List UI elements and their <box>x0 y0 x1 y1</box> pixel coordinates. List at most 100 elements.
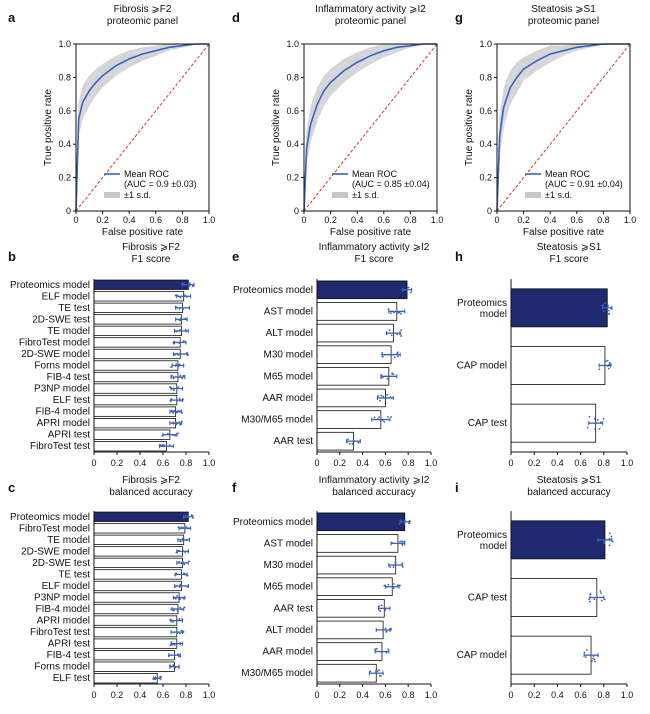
cv-dot <box>190 514 193 517</box>
category-label: FibroTest test <box>30 627 90 638</box>
panel-letter-g: g <box>455 10 463 25</box>
cv-dot <box>183 340 185 342</box>
x-tick-label: 0 <box>91 690 96 700</box>
category-label: APRI test <box>48 639 90 650</box>
bar <box>93 418 177 429</box>
bar <box>93 523 186 534</box>
x-tick-label: 0.4 <box>551 458 564 468</box>
x-tick-label: 0.2 <box>334 690 347 700</box>
x-tick-label: 1.0 <box>203 690 216 700</box>
x-tick-label: 0.6 <box>571 215 584 225</box>
x-tick-label: 0.4 <box>551 690 564 700</box>
category-label: FIB-4 model <box>36 604 90 615</box>
category-label: FibroTest model <box>19 337 90 348</box>
legend-auc: (AUC = 0.85 ±0.04) <box>352 179 430 189</box>
y-tick-label: 0.4 <box>58 139 71 149</box>
category-label: AAR test <box>274 436 314 447</box>
chart-title: Steatosis ⩾S1 <box>537 475 602 486</box>
cv-dot <box>401 544 404 547</box>
x-tick-label: 0.4 <box>123 215 136 225</box>
x-tick-label: 1.0 <box>431 215 444 225</box>
category-label: FIB-4 model <box>36 407 90 418</box>
category-label: AAR test <box>274 603 314 614</box>
y-tick-label: 1.0 <box>58 39 71 49</box>
bar <box>93 569 182 580</box>
cv-dot <box>610 535 613 538</box>
panel-letter-b: b <box>8 249 16 264</box>
bar <box>316 388 386 408</box>
bar <box>93 394 178 406</box>
bar <box>510 578 598 617</box>
x-tick-label: 0.6 <box>379 690 392 700</box>
category-label: 2D-SWE model <box>21 546 90 557</box>
legend-auc: (AUC = 0.91 ±0.04) <box>545 179 623 189</box>
cv-dot <box>397 312 400 314</box>
category-label: P3NP model <box>34 593 90 604</box>
cv-dot <box>594 660 596 663</box>
category-label: Forns model <box>34 361 90 372</box>
cv-dot <box>185 526 188 529</box>
y-tick-label: 0 <box>487 206 492 216</box>
x-tick-label: 0 <box>91 458 96 468</box>
cv-fold-curve <box>75 43 209 212</box>
legend-auc: (AUC = 0.9 ±0.03) <box>124 179 197 189</box>
category-label: TE model <box>47 326 90 337</box>
cv-dot <box>179 423 182 426</box>
panel-letter-c: c <box>8 480 15 495</box>
chart-subtitle: balanced accuracy <box>109 487 192 498</box>
category-label: CAP test <box>468 418 507 429</box>
cv-dot <box>390 312 392 315</box>
x-tick-label: 0.4 <box>134 458 147 468</box>
panel-letter-a: a <box>8 10 16 25</box>
cv-dot <box>588 415 591 418</box>
cv-dot <box>602 304 605 307</box>
cv-dot <box>166 432 169 435</box>
panel-letter-e: e <box>232 249 239 264</box>
chart-title: Fibrosis ⩾F2 <box>122 242 180 253</box>
y-tick-label: 0 <box>66 206 71 216</box>
cv-dot <box>174 597 177 600</box>
cv-fold-curve <box>303 43 437 212</box>
x-tick-label: 0.2 <box>528 458 541 468</box>
cv-dot <box>600 592 602 595</box>
x-tick-label: 0.8 <box>597 215 610 225</box>
chart-subtitle: proteomic panel <box>335 16 406 27</box>
x-tick-label: 1.0 <box>425 458 438 468</box>
x-tick-label: 0 <box>494 215 499 225</box>
x-tick-label: 0.8 <box>176 215 189 225</box>
cv-dot <box>357 441 360 444</box>
cv-dot <box>388 329 391 332</box>
cv-dot <box>386 393 389 396</box>
chart-title: Inflammatory activity ⩾I2 <box>319 475 430 486</box>
cv-dot <box>175 363 178 366</box>
bar <box>93 314 182 325</box>
cv-dot <box>375 647 378 650</box>
category-label-line: model <box>480 309 507 320</box>
category-label: M30 model <box>264 350 313 361</box>
x-tick-label: 0.4 <box>356 690 369 700</box>
cv-dot <box>593 598 596 601</box>
sd-band <box>304 44 437 211</box>
cv-dot <box>394 561 397 563</box>
bar <box>93 383 178 394</box>
x-tick-label: 0.6 <box>157 690 170 700</box>
y-tick-label: 0.6 <box>286 106 299 116</box>
y-tick-label: 0.6 <box>479 106 492 116</box>
x-tick-label: 0.6 <box>379 458 392 468</box>
category-label: Proteomics model <box>233 517 313 528</box>
bar <box>93 546 183 557</box>
cv-dot <box>387 415 389 418</box>
bar <box>316 323 394 343</box>
cv-dot <box>179 540 182 543</box>
y-tick-label: 1.0 <box>479 39 492 49</box>
cv-dot <box>392 373 395 376</box>
legend-sd-swatch <box>525 192 541 198</box>
chart-subtitle: balanced accuracy <box>332 487 415 498</box>
y-tick-label: 0.8 <box>286 72 299 82</box>
x-tick-label: 0.4 <box>356 458 369 468</box>
cv-dot <box>608 532 611 535</box>
